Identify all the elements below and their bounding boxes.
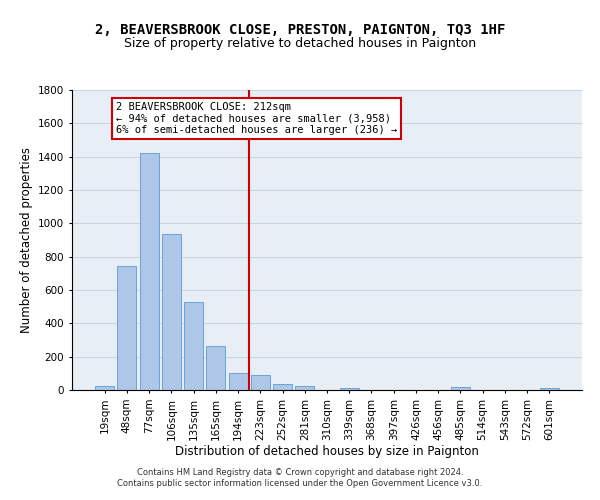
X-axis label: Distribution of detached houses by size in Paignton: Distribution of detached houses by size …: [175, 446, 479, 458]
Text: Size of property relative to detached houses in Paignton: Size of property relative to detached ho…: [124, 38, 476, 51]
Bar: [251, 374, 270, 390]
Bar: [206, 346, 225, 390]
Bar: [540, 388, 559, 390]
Bar: [273, 384, 292, 390]
Bar: [95, 386, 114, 390]
Bar: [340, 388, 359, 390]
Bar: [295, 386, 314, 390]
Bar: [451, 387, 470, 390]
Bar: [162, 234, 181, 390]
Bar: [184, 302, 203, 390]
Bar: [118, 266, 136, 390]
Text: 2, BEAVERSBROOK CLOSE, PRESTON, PAIGNTON, TQ3 1HF: 2, BEAVERSBROOK CLOSE, PRESTON, PAIGNTON…: [95, 22, 505, 36]
Text: 2 BEAVERSBROOK CLOSE: 212sqm
← 94% of detached houses are smaller (3,958)
6% of : 2 BEAVERSBROOK CLOSE: 212sqm ← 94% of de…: [116, 102, 397, 135]
Bar: [229, 372, 248, 390]
Text: Contains HM Land Registry data © Crown copyright and database right 2024.
Contai: Contains HM Land Registry data © Crown c…: [118, 468, 482, 487]
Bar: [140, 154, 158, 390]
Y-axis label: Number of detached properties: Number of detached properties: [20, 147, 32, 333]
